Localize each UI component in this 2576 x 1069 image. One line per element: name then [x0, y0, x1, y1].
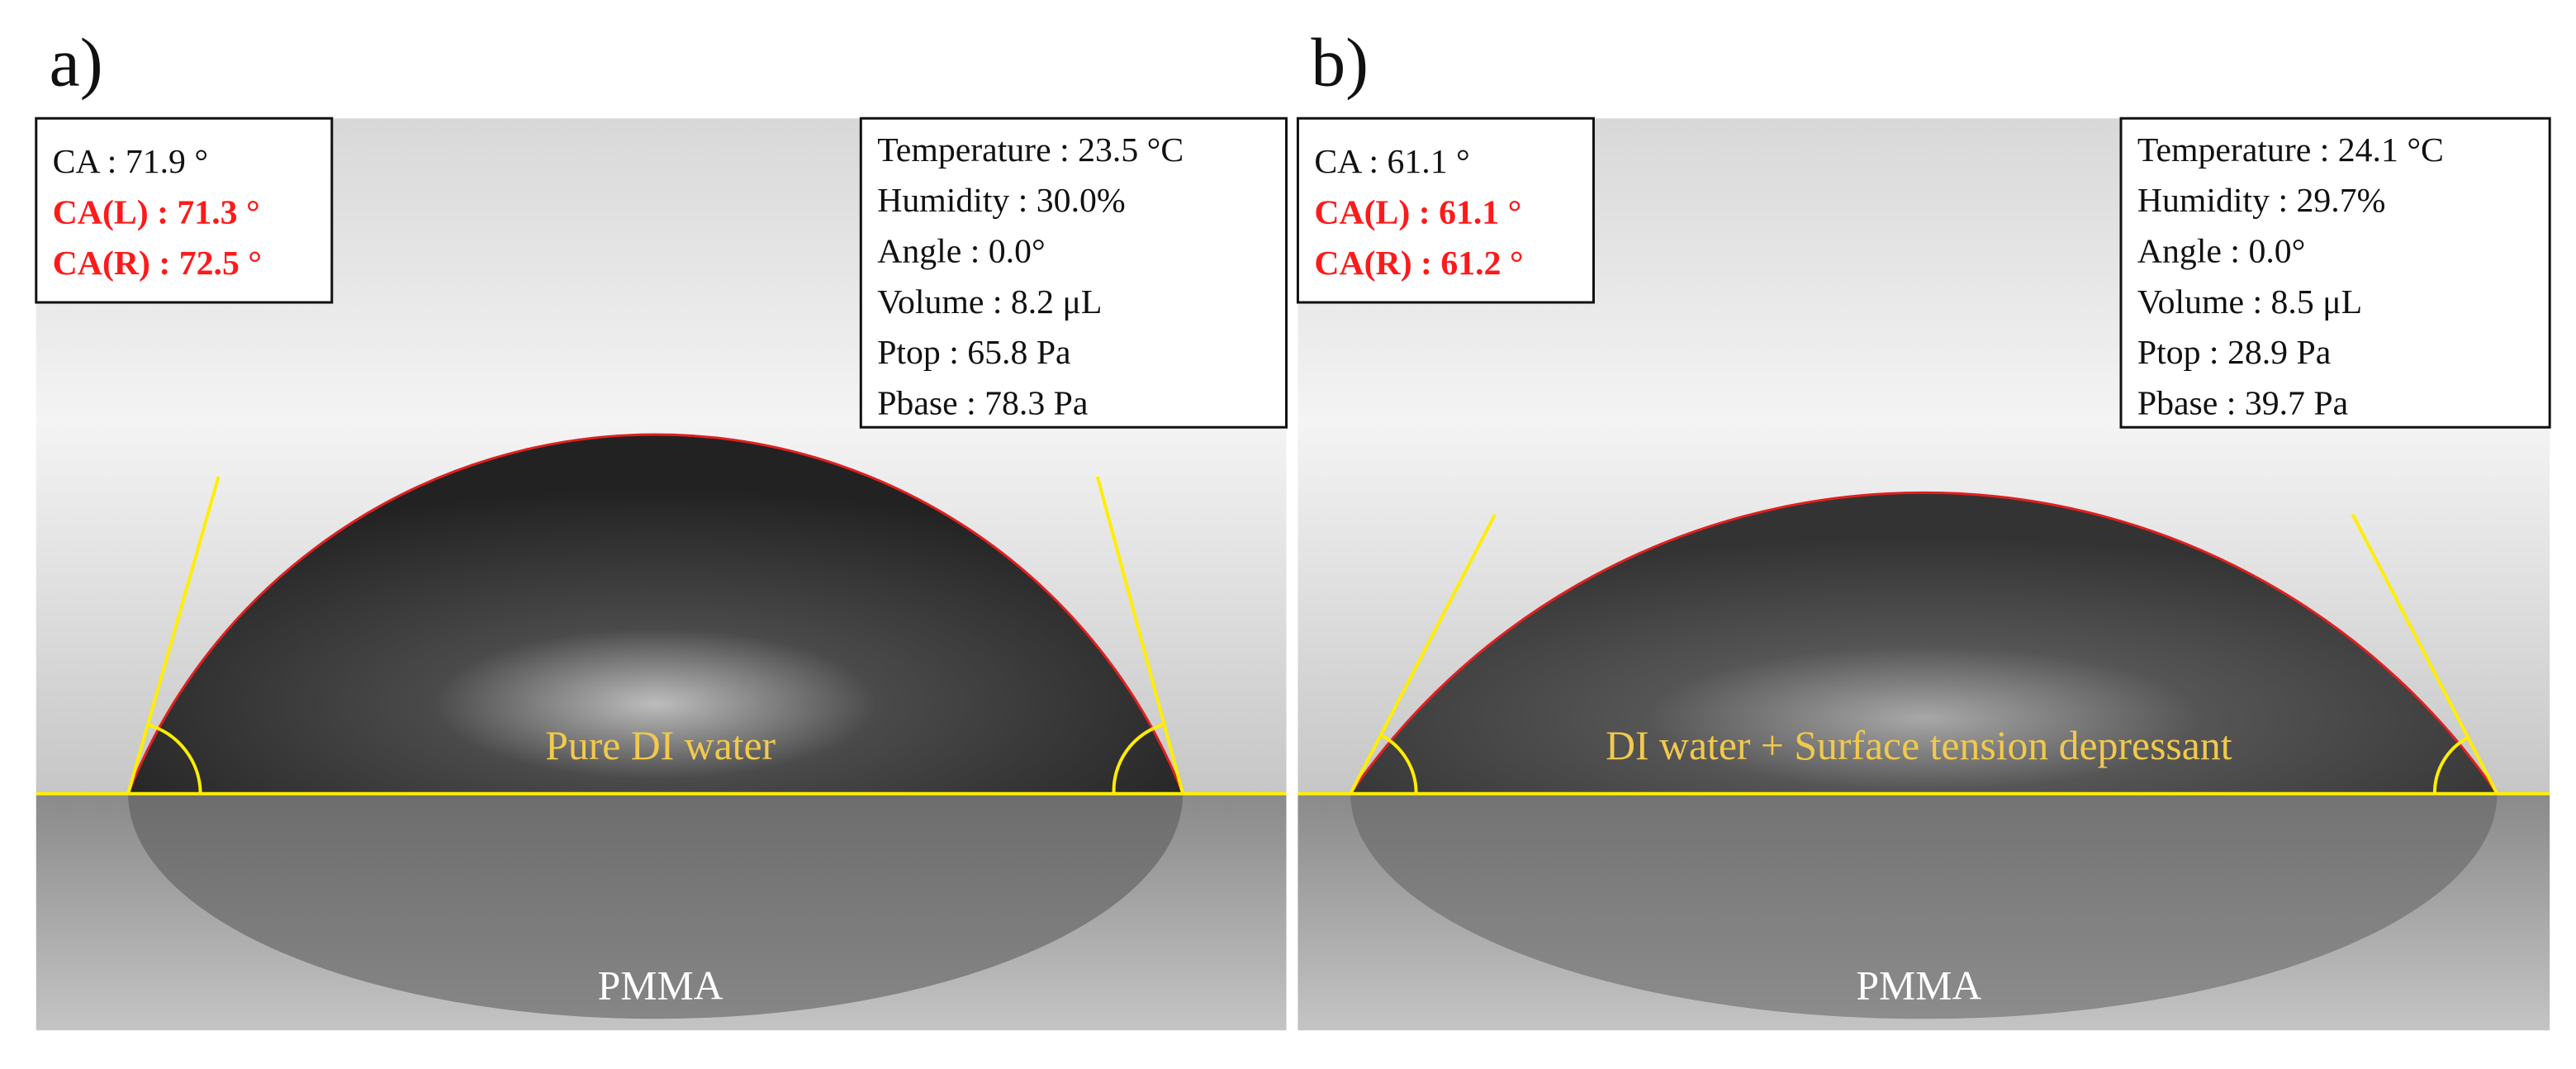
ca-right: CA(R) : 61.2 ° — [1314, 245, 1523, 283]
droplet — [1348, 491, 2500, 796]
angle-arc — [147, 723, 202, 794]
tangent-line — [126, 476, 221, 795]
liquid-label: Pure DI water — [545, 723, 776, 768]
condition: Humidity : 29.7% — [2137, 182, 2385, 220]
tangent-line — [1095, 476, 1185, 795]
conditions-box — [859, 116, 1288, 429]
condition: Angle : 0.0° — [877, 232, 1045, 270]
panel-a: a) Pure DI water PMMA CA : 71.9 ° CA(L) … — [35, 25, 1288, 1031]
panel-label: b) — [1311, 25, 1369, 101]
panel-b: b) DI water + Surface tension depressant… — [1296, 25, 2551, 1031]
condition: Temperature : 24.1 °C — [2137, 131, 2444, 169]
ca-left: CA(L) : 61.1 ° — [1314, 194, 1521, 232]
panel-label: a) — [50, 25, 103, 101]
condition: Volume : 8.2 μL — [877, 283, 1102, 321]
substrate-label: PMMA — [1856, 962, 1981, 1008]
ca: CA : 61.1 ° — [1314, 143, 1469, 181]
condition: Ptop : 28.9 Pa — [2137, 334, 2331, 372]
angle-box — [1296, 116, 1595, 304]
tangent-line — [1349, 513, 1497, 795]
tangent-line — [2351, 513, 2499, 795]
liquid-label: DI water + Surface tension depressant — [1606, 723, 2232, 768]
angle-box — [35, 116, 334, 304]
substrate-label: PMMA — [598, 962, 723, 1008]
condition: Pbase : 78.3 Pa — [877, 384, 1088, 422]
conditions-box — [2119, 116, 2551, 429]
droplet-reflection — [128, 793, 1184, 1019]
condition: Temperature : 23.5 °C — [877, 131, 1184, 169]
condition: Ptop : 65.8 Pa — [877, 334, 1070, 372]
ca: CA : 71.9 ° — [53, 143, 208, 181]
condition: Volume : 8.5 μL — [2137, 283, 2362, 321]
condition: Humidity : 30.0% — [877, 182, 1125, 220]
angle-arc — [1378, 733, 1418, 794]
ca-left: CA(L) : 71.3 ° — [53, 194, 260, 232]
condition: Pbase : 39.7 Pa — [2137, 384, 2348, 422]
condition: Angle : 0.0° — [2137, 232, 2305, 270]
droplet — [126, 433, 1185, 796]
angle-arc — [1112, 723, 1164, 794]
ca-right: CA(R) : 72.5 ° — [53, 245, 262, 283]
droplet-reflection — [1350, 793, 2498, 1019]
angle-arc — [2432, 736, 2469, 794]
